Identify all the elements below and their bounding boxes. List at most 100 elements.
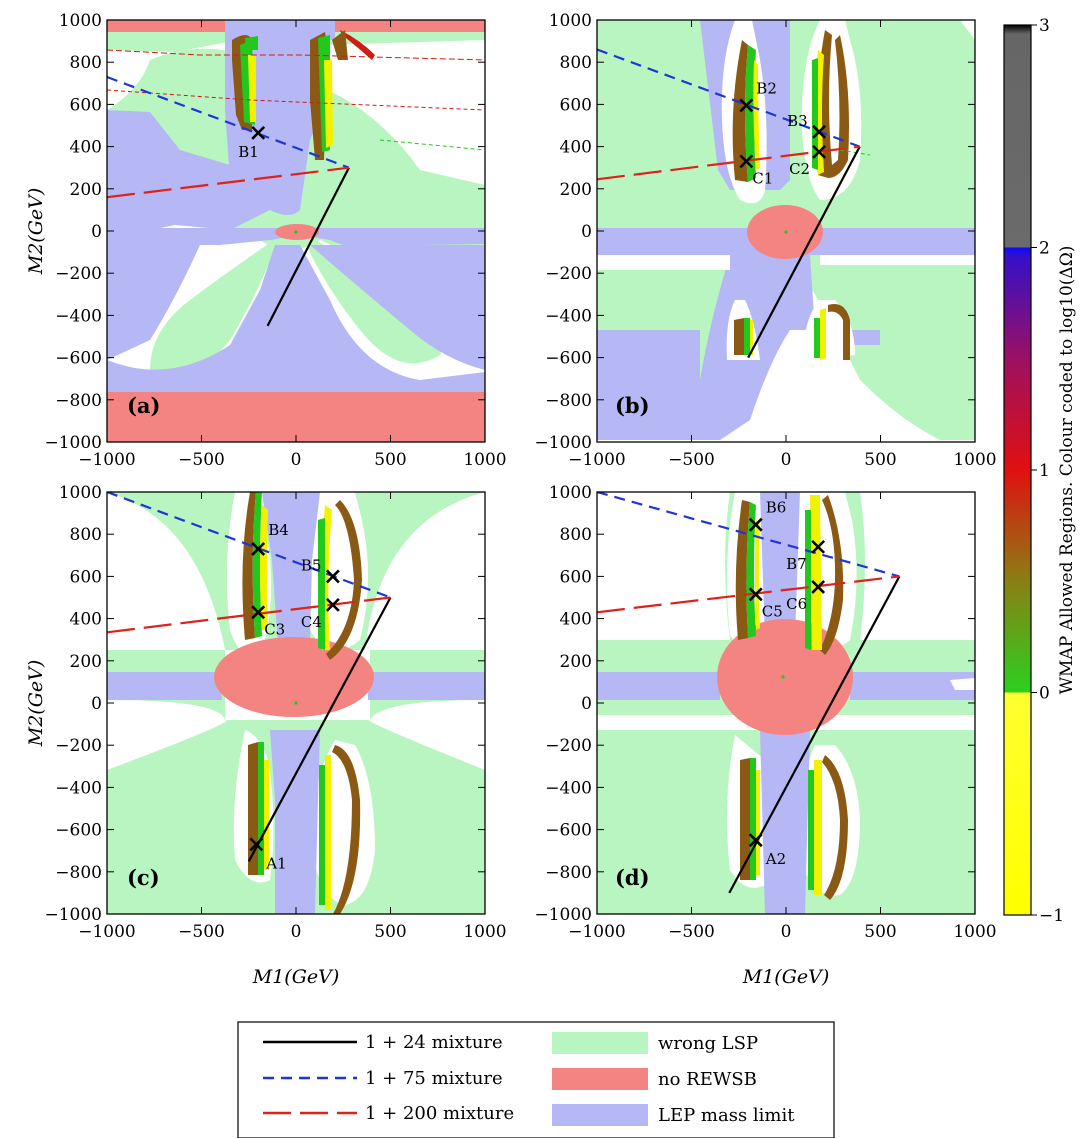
benchmark-marker bbox=[748, 587, 763, 602]
wmap-band-yellow bbox=[753, 60, 760, 170]
panel-a-ylabel: M2(GeV) bbox=[25, 188, 47, 276]
panel-c-points: B4 B5 C3 C4 A1 bbox=[249, 521, 340, 872]
mixture-line-solid-black bbox=[266, 167, 350, 327]
panel-d-points: B6 B7 C5 C6 A2 bbox=[748, 499, 826, 868]
y-tick-label: −800 bbox=[55, 863, 102, 883]
lsp-boundary-green bbox=[379, 139, 485, 151]
panel-b-regions bbox=[597, 20, 975, 440]
wmap-band-brown bbox=[326, 500, 362, 660]
y-tick-label: −1000 bbox=[534, 905, 592, 925]
y-tick-label: 200 bbox=[70, 180, 102, 200]
wmap-band-yellow bbox=[324, 60, 333, 148]
benchmark-marker bbox=[739, 154, 754, 169]
colorbar: 3 2 1 0 −1 WMAP Allowed Regions. Colour code… bbox=[1003, 16, 1077, 926]
mixture-line-solid-black bbox=[247, 596, 392, 862]
y-tick-label: −600 bbox=[55, 821, 102, 841]
region-lep bbox=[107, 245, 485, 392]
panel-d-axes: −1000 −500 0 500 1000 1000 800 600 400 200 0 −200 −4… bbox=[534, 483, 996, 942]
y-tick-label: −800 bbox=[545, 391, 592, 411]
x-tick-label: 0 bbox=[781, 922, 792, 942]
wmap-band-green bbox=[745, 45, 756, 182]
panel-b-points: B2 B3 C1 C2 bbox=[739, 79, 826, 187]
wmap-band-green bbox=[805, 510, 811, 650]
region-white bbox=[820, 255, 975, 265]
wmap-band-yellow bbox=[820, 308, 826, 360]
region-lep bbox=[597, 330, 700, 440]
x-tick-label: 500 bbox=[864, 450, 896, 470]
region-lep bbox=[270, 730, 320, 914]
legend-label-3: 1 + 200 mixture bbox=[365, 1103, 514, 1124]
wmap-band-yellow bbox=[260, 505, 268, 630]
y-tick-label: 200 bbox=[560, 180, 592, 200]
wmap-band-green bbox=[750, 758, 756, 880]
y-tick-label: −1000 bbox=[44, 433, 102, 453]
wmap-band-green bbox=[814, 318, 820, 358]
wmap-band-green bbox=[808, 770, 814, 890]
legend-label-wrong-lsp: wrong LSP bbox=[658, 1033, 758, 1054]
x-tick-label: −500 bbox=[668, 450, 715, 470]
wmap-band-brown bbox=[332, 30, 348, 60]
benchmark-marker bbox=[325, 597, 340, 612]
benchmark-label: C3 bbox=[264, 620, 285, 638]
y-tick-label: 0 bbox=[91, 694, 102, 714]
panel-d: −1000 −500 0 500 1000 1000 800 600 400 200 0 −200 −4… bbox=[534, 483, 996, 988]
wmap-band-brown bbox=[734, 318, 744, 355]
y-tick-label: 200 bbox=[560, 652, 592, 672]
wmap-band-red bbox=[340, 30, 375, 60]
panel-c-overlay bbox=[107, 492, 392, 862]
benchmark-label: B7 bbox=[786, 555, 807, 573]
x-tick-label: −1000 bbox=[78, 450, 136, 470]
benchmark-label: C6 bbox=[786, 595, 807, 613]
panel-d-regions bbox=[597, 492, 975, 914]
region-no-rewsb bbox=[107, 392, 485, 442]
legend-label-2: 1 + 75 mixture bbox=[365, 1068, 503, 1089]
colorbar-tick-label: −1 bbox=[1039, 906, 1064, 926]
y-tick-label: −200 bbox=[545, 736, 592, 756]
benchmark-marker bbox=[251, 125, 266, 140]
benchmark-marker bbox=[249, 837, 264, 852]
panel-d-label: (d) bbox=[615, 865, 650, 890]
y-tick-label: −400 bbox=[545, 778, 592, 798]
panel-a: −1000 −500 0 500 1000 1000 800 600 400 200 0 −200 −4… bbox=[25, 11, 507, 470]
region-lep bbox=[107, 110, 270, 230]
lsp-boundary-red bbox=[107, 89, 485, 111]
panel-d-xlabel: M1(GeV) bbox=[742, 966, 830, 988]
y-tick-label: 400 bbox=[560, 138, 592, 158]
wmap-band-green bbox=[252, 492, 262, 638]
y-tick-label: −400 bbox=[55, 778, 102, 798]
wmap-band-yellow bbox=[814, 760, 822, 895]
panel-a-points: B1 bbox=[238, 125, 266, 161]
wmap-band-brown bbox=[820, 495, 844, 655]
y-tick-label: 0 bbox=[91, 222, 102, 242]
colorbar-tick-label: 1 bbox=[1039, 461, 1050, 481]
mixture-line-dashed-blue bbox=[107, 492, 391, 599]
wmap-band-brown bbox=[822, 755, 848, 900]
region-lep bbox=[262, 492, 320, 645]
y-tick-label: 1000 bbox=[549, 11, 592, 31]
x-tick-label: 0 bbox=[781, 450, 792, 470]
mixture-line-solid-black bbox=[747, 146, 861, 359]
y-tick-label: −1000 bbox=[534, 433, 592, 453]
benchmark-label: B6 bbox=[766, 499, 787, 517]
wmap-band-green bbox=[744, 318, 750, 355]
y-tick-label: 800 bbox=[560, 53, 592, 73]
mixture-line-longdash-red bbox=[597, 575, 900, 614]
colorbar-tick-label: 0 bbox=[1039, 684, 1050, 704]
panel-c-axes: −1000 −500 0 500 1000 1000 800 600 400 200 0 −200 −4… bbox=[44, 483, 506, 942]
mixture-line-dashed-blue bbox=[107, 75, 350, 169]
lsp-boundary-green bbox=[839, 149, 871, 156]
panel-a-regions bbox=[107, 20, 485, 442]
region-white bbox=[950, 678, 975, 690]
x-tick-label: 1000 bbox=[463, 450, 506, 470]
y-tick-label: −600 bbox=[55, 349, 102, 369]
x-tick-label: 0 bbox=[291, 450, 302, 470]
y-tick-label: 400 bbox=[70, 610, 102, 630]
y-tick-label: 1000 bbox=[549, 483, 592, 503]
region-lep bbox=[107, 228, 485, 249]
benchmark-marker bbox=[251, 605, 266, 620]
mixture-line-solid-black bbox=[728, 575, 901, 894]
panel-b-axes: −1000 −500 0 500 1000 1000 800 600 400 200 0 −200 −4… bbox=[534, 11, 996, 470]
panel-b-label: (b) bbox=[615, 393, 650, 418]
x-tick-label: −500 bbox=[668, 922, 715, 942]
